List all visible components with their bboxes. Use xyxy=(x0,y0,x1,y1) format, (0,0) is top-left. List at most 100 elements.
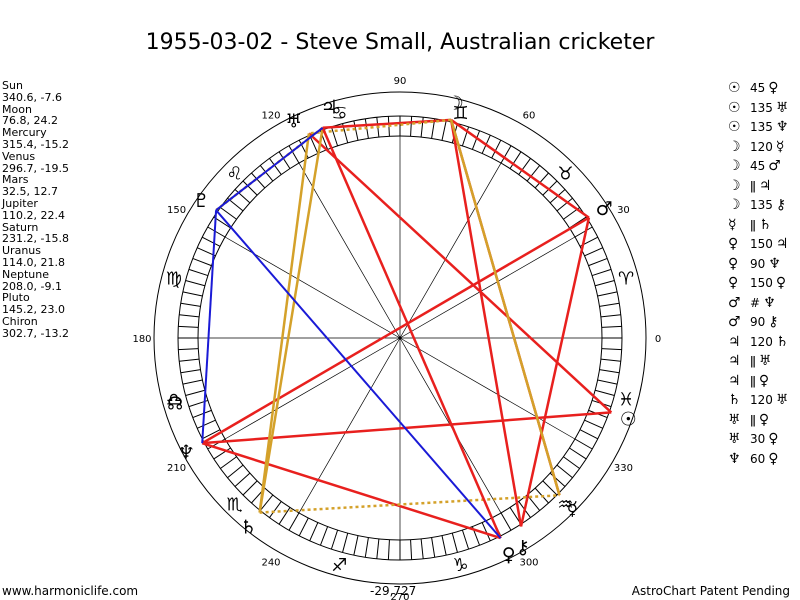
ring-tick xyxy=(179,358,200,362)
ring-tick xyxy=(599,302,620,307)
ring-tick xyxy=(259,494,274,511)
aspect-planet-1: ♀ xyxy=(728,236,739,252)
aspect-line xyxy=(201,210,218,444)
aspect-planet-2: ☿ xyxy=(775,138,785,155)
ring-tick xyxy=(242,480,258,496)
ring-tick xyxy=(599,369,620,374)
aspect-planet-1: ♃ xyxy=(728,333,741,350)
planet-values-sun: 340.6, -7.6 xyxy=(2,90,62,104)
ring-tick xyxy=(227,464,244,479)
aspect-row: ☿ ǁ ♄ xyxy=(728,216,788,236)
planet-name-saturn: Saturn xyxy=(2,220,39,234)
aspect-planet-2: ♄ xyxy=(758,216,772,233)
aspect-row: ♅ ǁ ♀ xyxy=(728,411,788,431)
planet-glyph-venus: ♀ xyxy=(502,544,516,566)
ring-tick xyxy=(574,438,593,450)
sign-glyph: ♒ xyxy=(557,494,573,515)
aspect-planet-1: ☉ xyxy=(728,99,741,116)
ring-tick xyxy=(220,456,237,469)
aspect-row: ☉ 45 ♀ xyxy=(728,79,788,99)
ring-tick xyxy=(597,291,618,297)
degree-label: 210 xyxy=(167,463,186,474)
ring-tick xyxy=(526,494,541,511)
planet-values-uranus: 114.0, 21.8 xyxy=(2,255,65,269)
sign-glyph: ♍ xyxy=(166,268,182,289)
degree-label: 120 xyxy=(261,111,280,122)
house-line xyxy=(224,337,401,440)
house-line xyxy=(399,162,502,339)
aspect-planet-2: ♀ xyxy=(758,411,770,428)
aspect-line xyxy=(201,441,502,540)
ring-tick xyxy=(569,447,587,460)
ring-tick xyxy=(196,247,216,257)
ring-tick xyxy=(588,257,608,267)
aspect-planet-2: ♅ xyxy=(758,353,772,369)
aspect-planet-1: ♅ xyxy=(728,431,741,447)
aspect-row: ♃ 120 ♄ xyxy=(728,333,788,353)
aspect-planet-2: ♆ xyxy=(775,119,789,135)
center-point xyxy=(398,336,402,340)
ring-tick xyxy=(461,529,470,550)
aspect-row: ♀ 150 ♃ xyxy=(728,235,788,255)
aspect-line xyxy=(519,217,591,527)
aspect-line xyxy=(258,133,311,513)
ring-tick xyxy=(451,532,458,553)
ring-tick xyxy=(500,512,512,531)
aspect-line xyxy=(308,132,613,414)
aspect-planet-2: ♃ xyxy=(758,177,772,194)
aspect-planet-2: ♀ xyxy=(758,372,770,389)
house-line xyxy=(399,337,576,440)
ring-tick xyxy=(269,158,282,175)
aspect-planet-1: ♆ xyxy=(728,450,741,467)
ring-tick xyxy=(192,257,212,267)
ring-tick xyxy=(180,369,201,374)
ring-tick xyxy=(213,447,231,460)
ring-tick xyxy=(185,389,206,396)
aspect-angle: 90 xyxy=(750,256,766,271)
ring-tick xyxy=(269,501,282,518)
aspect-row: ♄ 120 ♅ xyxy=(728,391,788,411)
ring-tick xyxy=(278,507,291,525)
aspect-line xyxy=(201,216,590,445)
ring-tick xyxy=(481,522,491,542)
aspect-planet-2: ♆ xyxy=(763,294,776,311)
aspect-row: ☽ ǁ ♃ xyxy=(728,177,788,197)
ring-tick xyxy=(542,180,558,196)
aspect-row: ♆ 60 ♀ xyxy=(728,450,788,470)
ring-tick xyxy=(201,236,221,247)
aspect-angle: 120 xyxy=(750,334,773,349)
planet-glyph-uranus: ♅ xyxy=(285,110,302,132)
footer-website[interactable]: www.harmoniclife.com xyxy=(2,584,139,598)
planet-glyph-moon: ☽ xyxy=(447,92,464,114)
planet-name-pluto: Pluto xyxy=(2,291,30,305)
house-line xyxy=(298,337,401,514)
ring-tick xyxy=(579,429,599,440)
footer-value: -29,727 xyxy=(370,584,417,598)
ring-tick xyxy=(584,419,604,429)
aspect-row: ♃ ǁ ♀ xyxy=(728,372,788,392)
ring-tick xyxy=(594,280,615,287)
aspect-row: ☽ 135 ⚷ xyxy=(728,196,788,216)
aspect-planet-1: ♀ xyxy=(728,255,739,272)
ring-tick xyxy=(220,207,237,220)
degree-label: 150 xyxy=(167,205,186,216)
planet-values-chiron: 302.7, -13.2 xyxy=(2,326,69,340)
aspect-angle: 45 xyxy=(750,159,766,173)
degree-label: 240 xyxy=(261,557,280,568)
aspect-angle: ǁ xyxy=(750,178,756,193)
planet-values-neptune: 208.0, -9.1 xyxy=(2,279,62,293)
sign-glyph: ♓ xyxy=(618,390,634,411)
aspect-list: ☉ 45 ♀ ☉ 135 ♅ ☉ 135 ♆ ☽ 120 ☿ ☽ 45 ♂ ☽ ǁ ♃ ☽ 135 ⚷ ☿ ǁ ♄ ♀ 150 ♃ ♀… xyxy=(728,79,788,469)
aspect-angle: 135 xyxy=(750,198,773,212)
aspect-planet-1: ♀ xyxy=(728,275,739,291)
aspect-planet-2: ♅ xyxy=(775,392,789,408)
ring-tick xyxy=(319,526,329,546)
aspect-planet-2: ⚷ xyxy=(775,197,787,213)
ring-tick xyxy=(278,151,291,169)
aspect-planet-1: ☉ xyxy=(728,119,741,135)
node-glyph: ☊ xyxy=(167,393,183,414)
ring-tick xyxy=(441,535,447,556)
ring-tick xyxy=(234,472,251,487)
aspect-row: ♂ 90 ⚷ xyxy=(728,313,788,333)
aspect-line xyxy=(449,119,561,496)
